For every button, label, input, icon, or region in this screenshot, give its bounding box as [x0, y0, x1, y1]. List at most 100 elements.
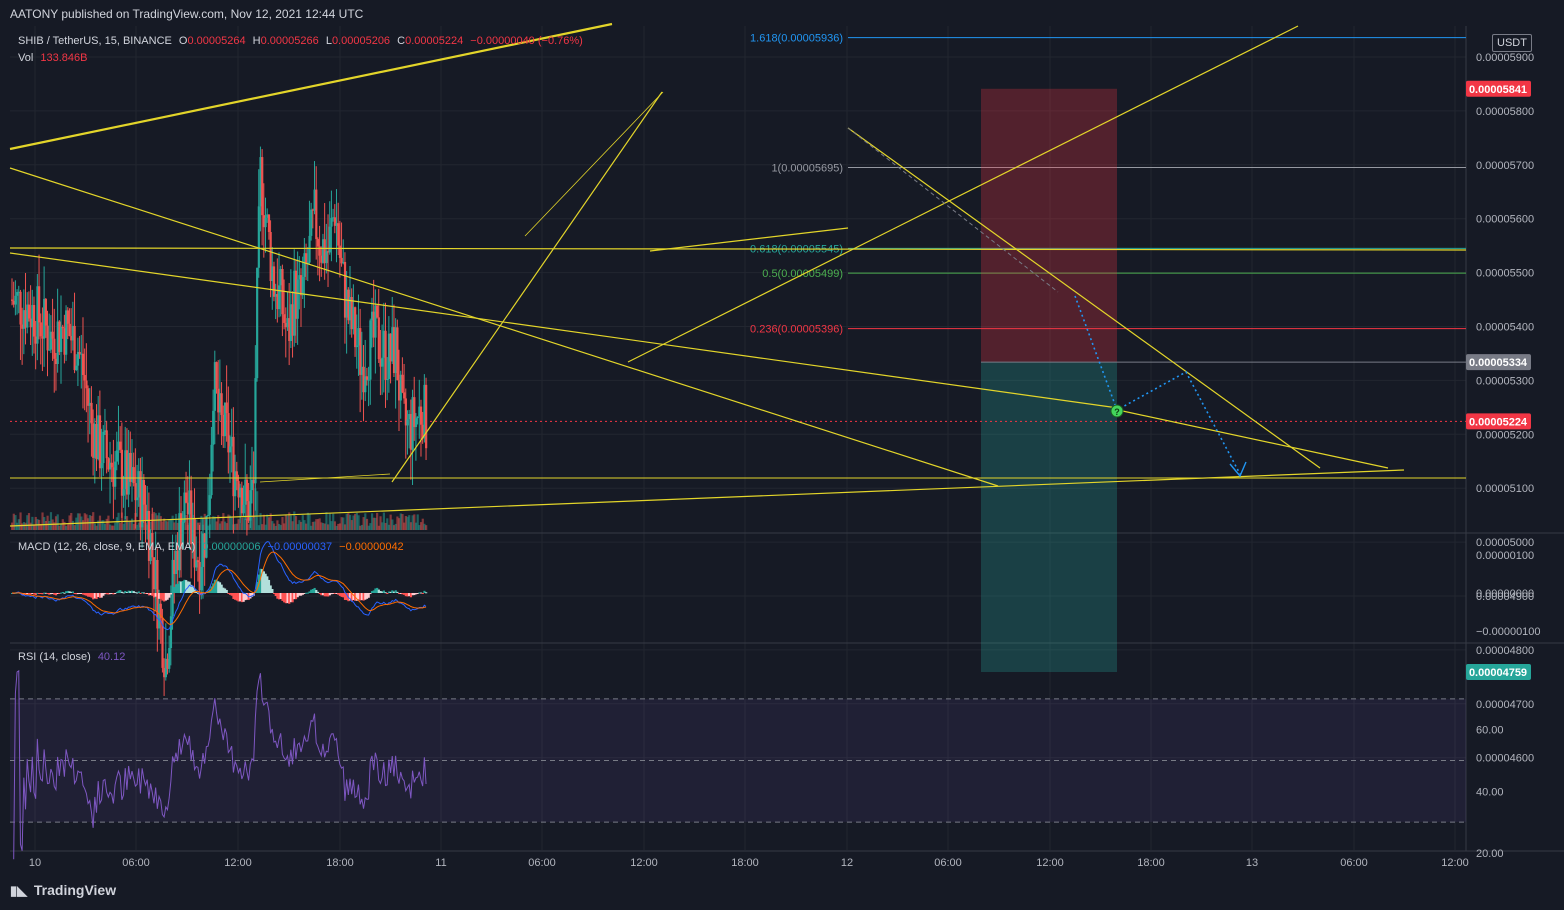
- volume-bar: [421, 518, 424, 530]
- candle-body: [39, 322, 42, 337]
- volume-bar: [306, 512, 309, 530]
- volume-bar: [389, 514, 392, 530]
- macd-histogram-bar: [29, 593, 32, 595]
- macd-histogram-bar: [261, 569, 264, 593]
- macd-histogram-bar: [127, 590, 130, 593]
- macd-histogram-bar: [389, 591, 392, 593]
- candle-body: [44, 298, 47, 326]
- volume-bar: [31, 516, 34, 530]
- candle-body: [419, 406, 423, 425]
- volume-bar: [213, 516, 216, 530]
- candle-body: [21, 324, 24, 329]
- volume-bar: [137, 522, 140, 530]
- candle-body: [97, 415, 100, 460]
- volume-bar: [207, 525, 210, 530]
- macd-histogram-bar: [283, 593, 286, 603]
- candle-body: [168, 648, 171, 669]
- trendline: [627, 25, 1299, 363]
- time-axis[interactable]: 10 06:00 12:00 18:00 11 06:00 12:00 18:00 12 06:0…: [29, 857, 1469, 869]
- macd-histogram-bar: [381, 591, 384, 593]
- volume-bar: [218, 523, 222, 530]
- candle-body: [71, 325, 75, 341]
- candle-body: [11, 299, 14, 301]
- candle-body: [17, 291, 20, 293]
- volume-bar: [183, 519, 186, 530]
- candle-body: [222, 414, 225, 437]
- candle-body: [245, 479, 249, 502]
- macd-label: MACD (12, 26, close, 9, EMA, EMA): [18, 541, 196, 553]
- macd-histogram-bar: [382, 590, 385, 593]
- macd-histogram-bar: [376, 587, 379, 593]
- candle-body: [137, 471, 140, 498]
- macd-histogram-bar: [75, 593, 78, 595]
- volume-bar: [173, 522, 176, 530]
- macd-histogram-bar: [174, 584, 178, 593]
- candle-body: [266, 214, 269, 218]
- macd-histogram-bar: [65, 591, 68, 593]
- candle-body: [379, 359, 382, 367]
- candle-body: [230, 436, 233, 447]
- candle-body: [406, 419, 409, 426]
- candle-body: [284, 322, 287, 328]
- volume-bar: [271, 521, 274, 530]
- macd-histogram-bar: [158, 593, 161, 599]
- volume-bar: [261, 524, 264, 530]
- candle-body: [299, 275, 303, 296]
- volume-bar: [286, 515, 289, 530]
- macd-histogram-bar: [232, 593, 235, 599]
- volume-bar: [399, 513, 402, 530]
- macd-histogram-bar: [176, 583, 179, 593]
- candle-body: [53, 338, 56, 359]
- volume-bar: [357, 515, 360, 530]
- candle-body: [186, 502, 189, 515]
- price-axis[interactable]: 0.00005900 0.00005800 0.00005700 0.00005600…: [1476, 52, 1541, 860]
- macd-histogram-bar: [230, 593, 233, 596]
- candle-body: [60, 326, 63, 352]
- price-tick-label: 0.00004600: [1476, 753, 1534, 765]
- tradingview-brand[interactable]: ▮◣ TradingView: [10, 882, 116, 899]
- open-label: O: [178, 35, 188, 47]
- volume-bar: [274, 525, 277, 530]
- candle-body: [63, 328, 66, 355]
- candle-body: [109, 462, 112, 470]
- macd-histogram-bar: [146, 593, 149, 594]
- macd-histogram-bar: [323, 593, 326, 597]
- volume-bar: [124, 516, 127, 530]
- candle-body: [38, 286, 41, 323]
- candle-body: [107, 458, 110, 470]
- candle-body: [83, 375, 86, 381]
- candle-body: [196, 560, 200, 562]
- candle-body: [421, 424, 424, 439]
- volume-bar: [169, 518, 173, 530]
- macd-histogram-bar: [136, 592, 139, 594]
- volume-bar: [24, 522, 27, 530]
- candle-body: [308, 235, 311, 263]
- macd-histogram-bar: [81, 593, 85, 595]
- macd-histogram-bar: [105, 593, 108, 595]
- candle-body: [66, 310, 69, 324]
- candle-body: [398, 380, 401, 401]
- macd-histogram-bar: [386, 593, 389, 594]
- volume-bar: [163, 518, 166, 530]
- macd-histogram-bar: [404, 593, 407, 597]
- candle-body: [247, 501, 250, 521]
- macd-histogram-bar: [284, 593, 287, 604]
- macd-histogram-bar: [87, 593, 90, 597]
- macd-histogram-bar: [279, 593, 282, 600]
- macd-histogram-bar: [190, 584, 193, 593]
- volume-bar: [362, 517, 365, 530]
- volume-bar: [49, 512, 53, 530]
- candle-body: [100, 463, 103, 469]
- volume-bar: [338, 523, 342, 530]
- volume-bar: [313, 521, 316, 530]
- candle-body: [306, 262, 309, 264]
- macd-histogram-bar: [372, 590, 375, 593]
- volume-bar: [103, 523, 107, 530]
- candle-body: [16, 292, 19, 296]
- candle-body: [350, 297, 353, 330]
- trendline: [9, 469, 1405, 527]
- candle-body: [232, 436, 235, 497]
- currency-selector[interactable]: USDT: [1492, 34, 1532, 52]
- macd-histogram-bar: [271, 588, 274, 593]
